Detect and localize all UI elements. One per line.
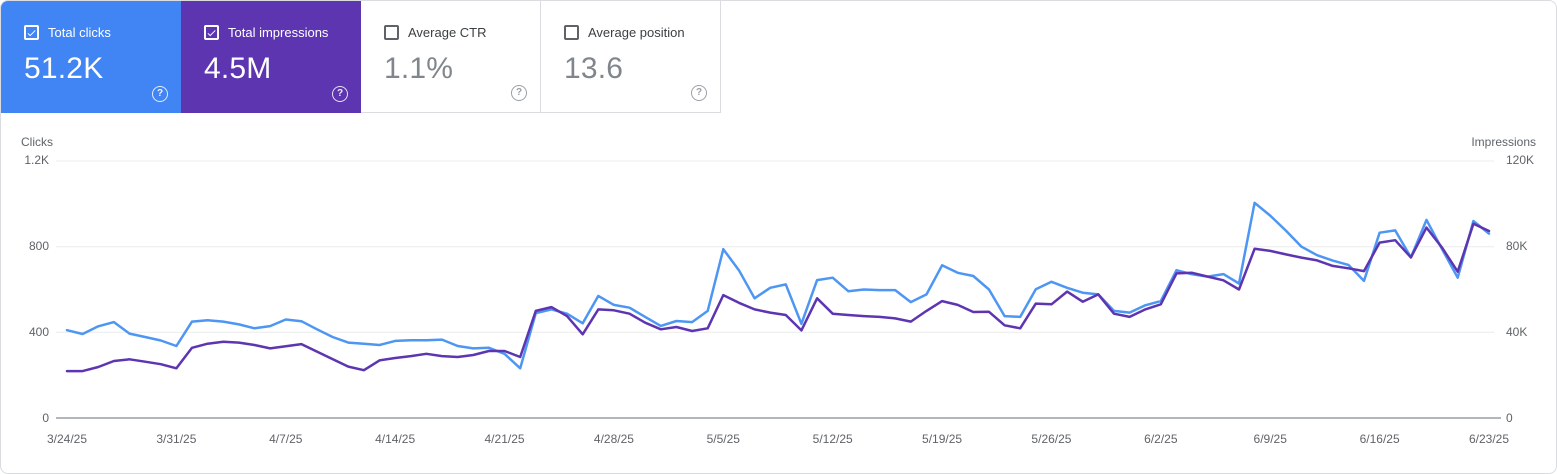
right-axis-title: Impressions <box>1471 135 1536 149</box>
left-axis-tick: 400 <box>28 325 49 339</box>
x-axis-label: 4/28/25 <box>593 432 634 446</box>
average-ctr-value: 1.1% <box>384 52 454 85</box>
x-axis-label: 5/12/25 <box>812 432 853 446</box>
x-axis-label: 4/14/25 <box>375 432 416 446</box>
card-total-impressions[interactable]: Total impressions 4.5M ? <box>181 1 361 113</box>
left-axis-tick: 1.2K <box>24 153 49 167</box>
x-axis-label: 5/5/25 <box>706 432 740 446</box>
card-average-position[interactable]: Average position 13.6 ? <box>541 1 721 113</box>
x-axis-label: 5/19/25 <box>922 432 963 446</box>
left-axis-title: Clicks <box>21 135 53 149</box>
metric-cards-row: Total clicks 51.2K ? Total impressions 4… <box>1 1 721 113</box>
left-axis-tick: 800 <box>28 239 49 253</box>
card-label: Total impressions <box>228 25 329 40</box>
help-icon[interactable]: ? <box>152 86 168 102</box>
average-position-value: 13.6 <box>564 52 624 85</box>
average-position-checkbox[interactable] <box>564 25 579 40</box>
x-axis-label: 4/21/25 <box>484 432 525 446</box>
x-axis-label: 5/26/25 <box>1031 432 1072 446</box>
card-average-ctr[interactable]: Average CTR 1.1% ? <box>361 1 541 113</box>
total-impressions-checkbox[interactable] <box>204 25 219 40</box>
total-clicks-value: 51.2K <box>24 52 104 85</box>
left-axis-tick: 0 <box>42 411 49 425</box>
average-ctr-checkbox[interactable] <box>384 25 399 40</box>
x-axis-label: 6/16/25 <box>1359 432 1400 446</box>
help-icon[interactable]: ? <box>691 85 707 101</box>
card-total-clicks[interactable]: Total clicks 51.2K ? <box>1 1 181 113</box>
right-axis-tick: 120K <box>1506 153 1535 167</box>
x-axis-label: 4/7/25 <box>269 432 303 446</box>
clicks-line <box>65 201 1491 370</box>
total-clicks-checkbox[interactable] <box>24 25 39 40</box>
card-label: Average CTR <box>408 25 487 40</box>
card-label: Total clicks <box>48 25 111 40</box>
x-axis-label: 6/2/25 <box>1144 432 1178 446</box>
right-axis-tick: 40K <box>1506 325 1528 339</box>
x-axis-label: 6/23/25 <box>1468 432 1510 446</box>
total-impressions-value: 4.5M <box>204 52 272 85</box>
impressions-line <box>65 222 1491 373</box>
right-axis-tick: 0 <box>1506 411 1513 425</box>
x-axis-label: 3/24/25 <box>46 432 88 446</box>
x-axis-label: 3/31/25 <box>156 432 197 446</box>
x-axis-label: 6/9/25 <box>1253 432 1287 446</box>
help-icon[interactable]: ? <box>332 86 348 102</box>
right-axis-tick: 80K <box>1506 239 1528 253</box>
help-icon[interactable]: ? <box>511 85 527 101</box>
card-label: Average position <box>588 25 685 40</box>
